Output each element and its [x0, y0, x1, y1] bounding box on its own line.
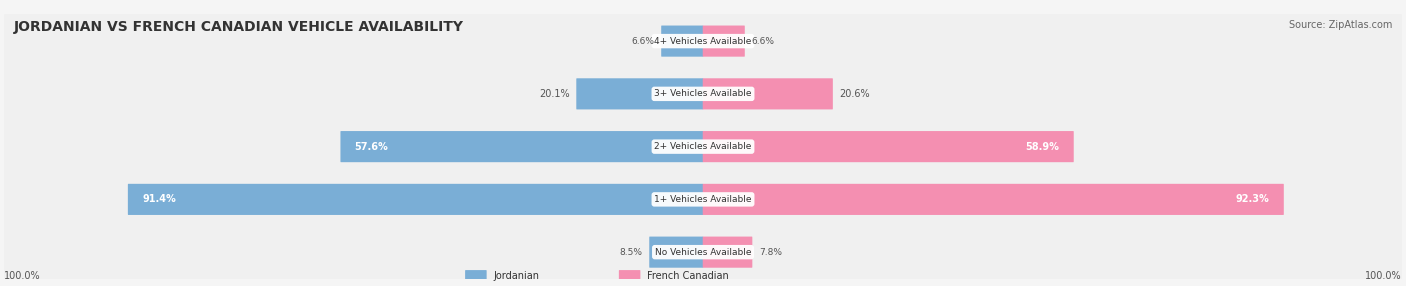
Text: French Canadian: French Canadian	[647, 271, 728, 281]
Text: 20.6%: 20.6%	[839, 89, 870, 99]
Text: 57.6%: 57.6%	[354, 142, 388, 152]
FancyBboxPatch shape	[703, 131, 1074, 162]
FancyBboxPatch shape	[576, 78, 703, 110]
FancyBboxPatch shape	[619, 270, 640, 283]
FancyBboxPatch shape	[703, 78, 832, 110]
FancyBboxPatch shape	[4, 67, 1402, 121]
FancyBboxPatch shape	[650, 237, 703, 268]
Text: 3+ Vehicles Available: 3+ Vehicles Available	[654, 89, 752, 98]
FancyBboxPatch shape	[703, 25, 745, 57]
Text: 92.3%: 92.3%	[1236, 194, 1270, 204]
Text: 7.8%: 7.8%	[759, 248, 782, 257]
FancyBboxPatch shape	[128, 184, 703, 215]
Text: 1+ Vehicles Available: 1+ Vehicles Available	[654, 195, 752, 204]
Text: No Vehicles Available: No Vehicles Available	[655, 248, 751, 257]
FancyBboxPatch shape	[703, 237, 752, 268]
Text: 4+ Vehicles Available: 4+ Vehicles Available	[654, 37, 752, 45]
FancyBboxPatch shape	[4, 172, 1402, 226]
Text: 58.9%: 58.9%	[1025, 142, 1060, 152]
Text: 100.0%: 100.0%	[4, 271, 41, 281]
Text: 20.1%: 20.1%	[538, 89, 569, 99]
FancyBboxPatch shape	[465, 270, 486, 283]
Text: 8.5%: 8.5%	[620, 248, 643, 257]
Text: JORDANIAN VS FRENCH CANADIAN VEHICLE AVAILABILITY: JORDANIAN VS FRENCH CANADIAN VEHICLE AVA…	[14, 20, 464, 34]
FancyBboxPatch shape	[4, 14, 1402, 68]
FancyBboxPatch shape	[4, 225, 1402, 279]
Text: 6.6%: 6.6%	[631, 37, 655, 45]
Text: 6.6%: 6.6%	[751, 37, 775, 45]
Text: 100.0%: 100.0%	[1365, 271, 1402, 281]
FancyBboxPatch shape	[4, 120, 1402, 174]
Text: Source: ZipAtlas.com: Source: ZipAtlas.com	[1288, 20, 1392, 30]
FancyBboxPatch shape	[703, 184, 1284, 215]
FancyBboxPatch shape	[661, 25, 703, 57]
Text: 2+ Vehicles Available: 2+ Vehicles Available	[654, 142, 752, 151]
FancyBboxPatch shape	[340, 131, 703, 162]
Text: Jordanian: Jordanian	[494, 271, 540, 281]
Text: 91.4%: 91.4%	[142, 194, 176, 204]
